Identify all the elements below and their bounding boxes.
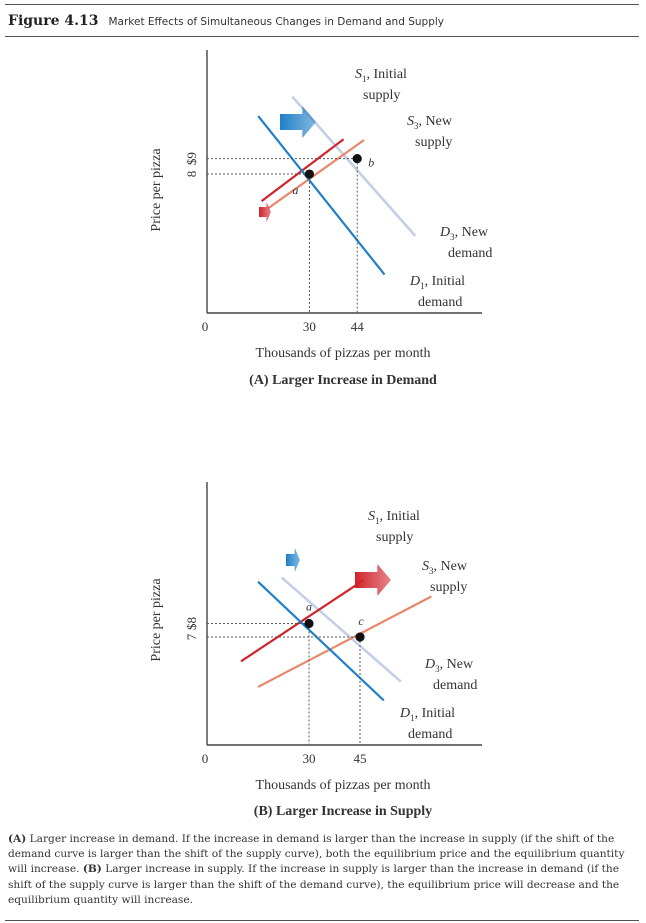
- y-axis-label: Price per pizza: [149, 148, 164, 232]
- s3-curve: [257, 595, 432, 688]
- x-axis-label: Thousands of pizzas per month: [256, 778, 431, 793]
- d3-label: D3, New: [439, 225, 489, 242]
- figure-title: Market Effects of Simultaneous Changes i…: [108, 16, 444, 28]
- s3-label-line2: supply: [430, 580, 467, 595]
- d3-label-line2: demand: [448, 246, 492, 261]
- y-tick-label: 8: [184, 171, 199, 178]
- d1-shift-arrow-icon: [280, 106, 316, 138]
- d3-label: D3, New: [424, 657, 474, 674]
- d3-curve: [280, 576, 402, 683]
- s1-shift-arrow-icon: [355, 564, 391, 596]
- s1-label: S1, Initial: [355, 67, 407, 84]
- y-tick-label: 7: [184, 633, 199, 640]
- caption-a-label: (A): [8, 833, 27, 845]
- figure-caption: (A) Larger increase in demand. If the in…: [8, 832, 636, 908]
- s1-label-line2: supply: [376, 530, 413, 545]
- s3-label: S3, New: [422, 559, 468, 576]
- chart-title: (B) Larger Increase in Supply: [254, 804, 432, 819]
- caption-b-label: (B): [82, 863, 102, 876]
- header-rule: [5, 36, 639, 37]
- caption-a-text: Larger increase in demand. If the increa…: [8, 833, 625, 876]
- d1-curve: [257, 580, 385, 702]
- origin-label: 0: [202, 751, 209, 766]
- y-tick-label: $8: [184, 617, 199, 630]
- chart-title: (A) Larger Increase in Demand: [249, 373, 437, 388]
- equilibrium-point-b: [352, 153, 362, 164]
- equilibrium-label-a: a: [292, 183, 298, 197]
- chart-panel-a: a b 30 44 0 $9 8 Price per pizza Thousands of pi…: [149, 50, 492, 388]
- d1-curve: [257, 115, 386, 276]
- d1-label-line2: demand: [418, 295, 462, 310]
- x-tick-label: 44: [351, 319, 365, 334]
- x-tick-label: 30: [303, 751, 316, 766]
- s3-label-line2: supply: [415, 135, 452, 150]
- s1-label-line2: supply: [363, 88, 400, 103]
- d1-label: D1, Initial: [409, 274, 465, 291]
- chart-panel-b: a c 30 45 0 $8 7 Price per pizza Thousands of pi…: [149, 482, 482, 819]
- origin-label: 0: [202, 319, 209, 334]
- equilibrium-point-a: [304, 169, 315, 179]
- equilibrium-label-b: b: [368, 156, 374, 170]
- s1-shift-arrow-icon: [259, 202, 271, 222]
- top-rule: [5, 4, 639, 5]
- equilibrium-label-c: c: [358, 614, 364, 628]
- figure-number: Figure 4.13: [8, 13, 99, 29]
- equilibrium-label-a: a: [306, 600, 312, 614]
- y-axis-label: Price per pizza: [149, 578, 164, 662]
- bottom-rule: [5, 920, 639, 921]
- x-axis-label: Thousands of pizzas per month: [256, 346, 431, 361]
- d1-shift-arrow-icon: [286, 548, 300, 572]
- caption-b-text: Larger increase in supply. If the increa…: [8, 863, 620, 906]
- figure-header: Figure 4.13 Market Effects of Simultaneo…: [8, 12, 638, 34]
- x-tick-label: 30: [303, 319, 316, 334]
- equilibrium-point-c: [355, 632, 365, 642]
- x-tick-label: 45: [354, 751, 367, 766]
- s3-label: S3, New: [407, 114, 453, 131]
- s3-curve: [267, 139, 365, 209]
- d1-label-line2: demand: [408, 727, 452, 742]
- d1-label: D1, Initial: [399, 706, 455, 723]
- d3-label-line2: demand: [433, 678, 477, 693]
- equilibrium-point-a: [304, 618, 314, 629]
- s1-curve: [240, 579, 365, 663]
- y-tick-label: $9: [184, 152, 199, 165]
- s1-label: S1, Initial: [368, 509, 420, 526]
